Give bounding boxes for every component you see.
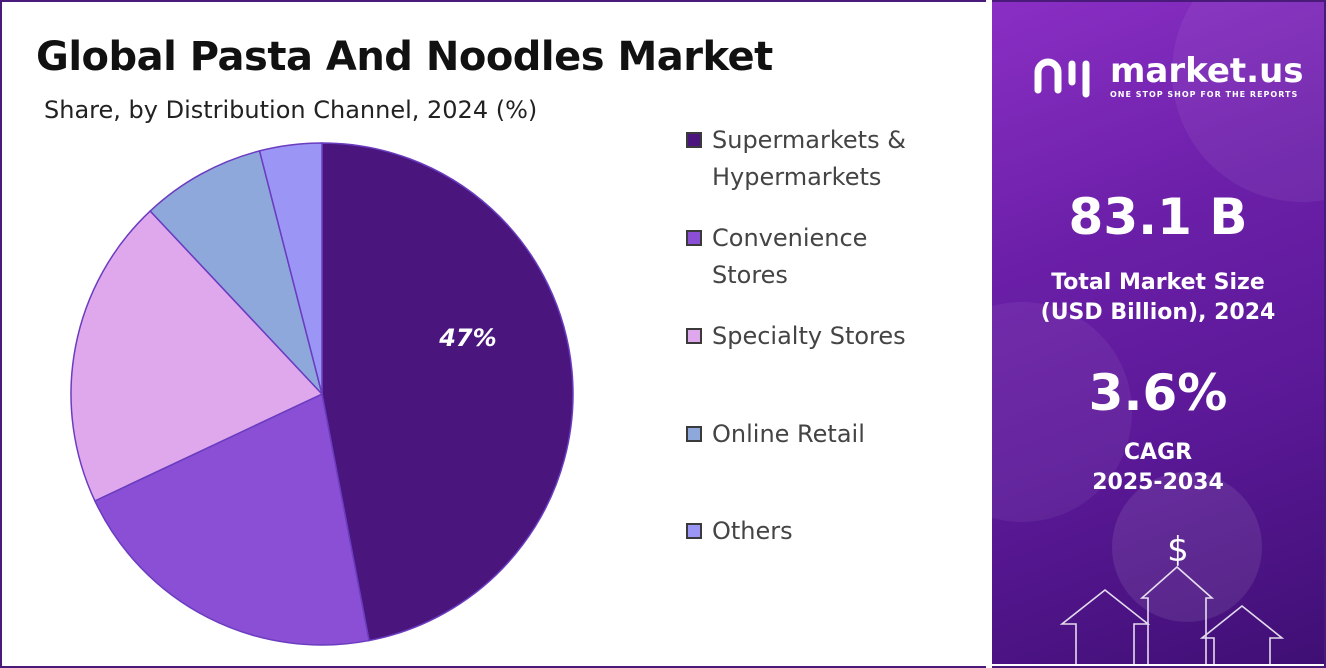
market-us-logo-icon [1034,58,1090,98]
legend-swatch [686,426,702,442]
arrow-up-icon [1139,565,1215,664]
market-us-logo: market.us ONE STOP SHOP FOR THE REPORTS [1032,50,1304,102]
legend-item-specialty: Specialty Stores [686,318,952,355]
data-label: 47% [438,324,496,352]
arrow-up-icon [1059,588,1151,664]
legend-item-others: Others [686,513,952,550]
market-size-label-line1: Total Market Size [1051,270,1265,295]
legend-label: Specialty Stores [712,322,906,350]
pie-slice-specialty [70,209,324,502]
market-size-value: 83.1 B [1068,188,1248,246]
summary-panel: $ market.us ONE STOP SHOP FOR THE REPORT… [992,2,1324,664]
legend-swatch [686,230,702,246]
logo-tagline: ONE STOP SHOP FOR THE REPORTS [1110,89,1299,99]
chart-panel: Global Pasta And Noodles Market Share, b… [2,2,986,664]
legend-label: Convenience [712,224,868,252]
cagr-period: 2025-2034 [1092,470,1224,495]
legend-label: Others [712,517,793,545]
legend-swatch [686,523,702,539]
legend-item-convenience: Convenience Stores [686,220,952,294]
panel-divider [986,0,992,668]
pie-slice-supermarkets [321,142,574,642]
pie-slice-others [258,142,323,395]
legend-item-online: Online Retail [686,416,952,453]
pie-slice-online [149,149,323,395]
chart-title: Global Pasta And Noodles Market [36,34,773,80]
cagr-label: CAGR [1123,440,1193,465]
legend-label-line2: Hypermarkets [712,163,882,191]
legend-item-supermarkets: Supermarkets & Hypermarkets [686,122,952,196]
legend-label: Supermarkets & [712,126,906,154]
chart-subtitle: Share, by Distribution Channel, 2024 (%) [44,96,538,124]
market-size-label-line2: (USD Billion), 2024 [1040,300,1276,325]
pie-slice-convenience [93,392,370,646]
arrow-up-icon [1199,604,1285,664]
logo-name: market.us [1110,50,1304,91]
legend-label: Online Retail [712,420,865,448]
legend-label-line2: Stores [712,261,788,289]
pie-chart: 47% [70,142,574,646]
legend-swatch [686,328,702,344]
dollar-icon: $ [1167,530,1189,570]
legend-swatch [686,132,702,148]
cagr-value: 3.6% [1088,364,1228,422]
coin-shape [1112,472,1262,622]
growth-arrows-graphic [1059,565,1285,664]
